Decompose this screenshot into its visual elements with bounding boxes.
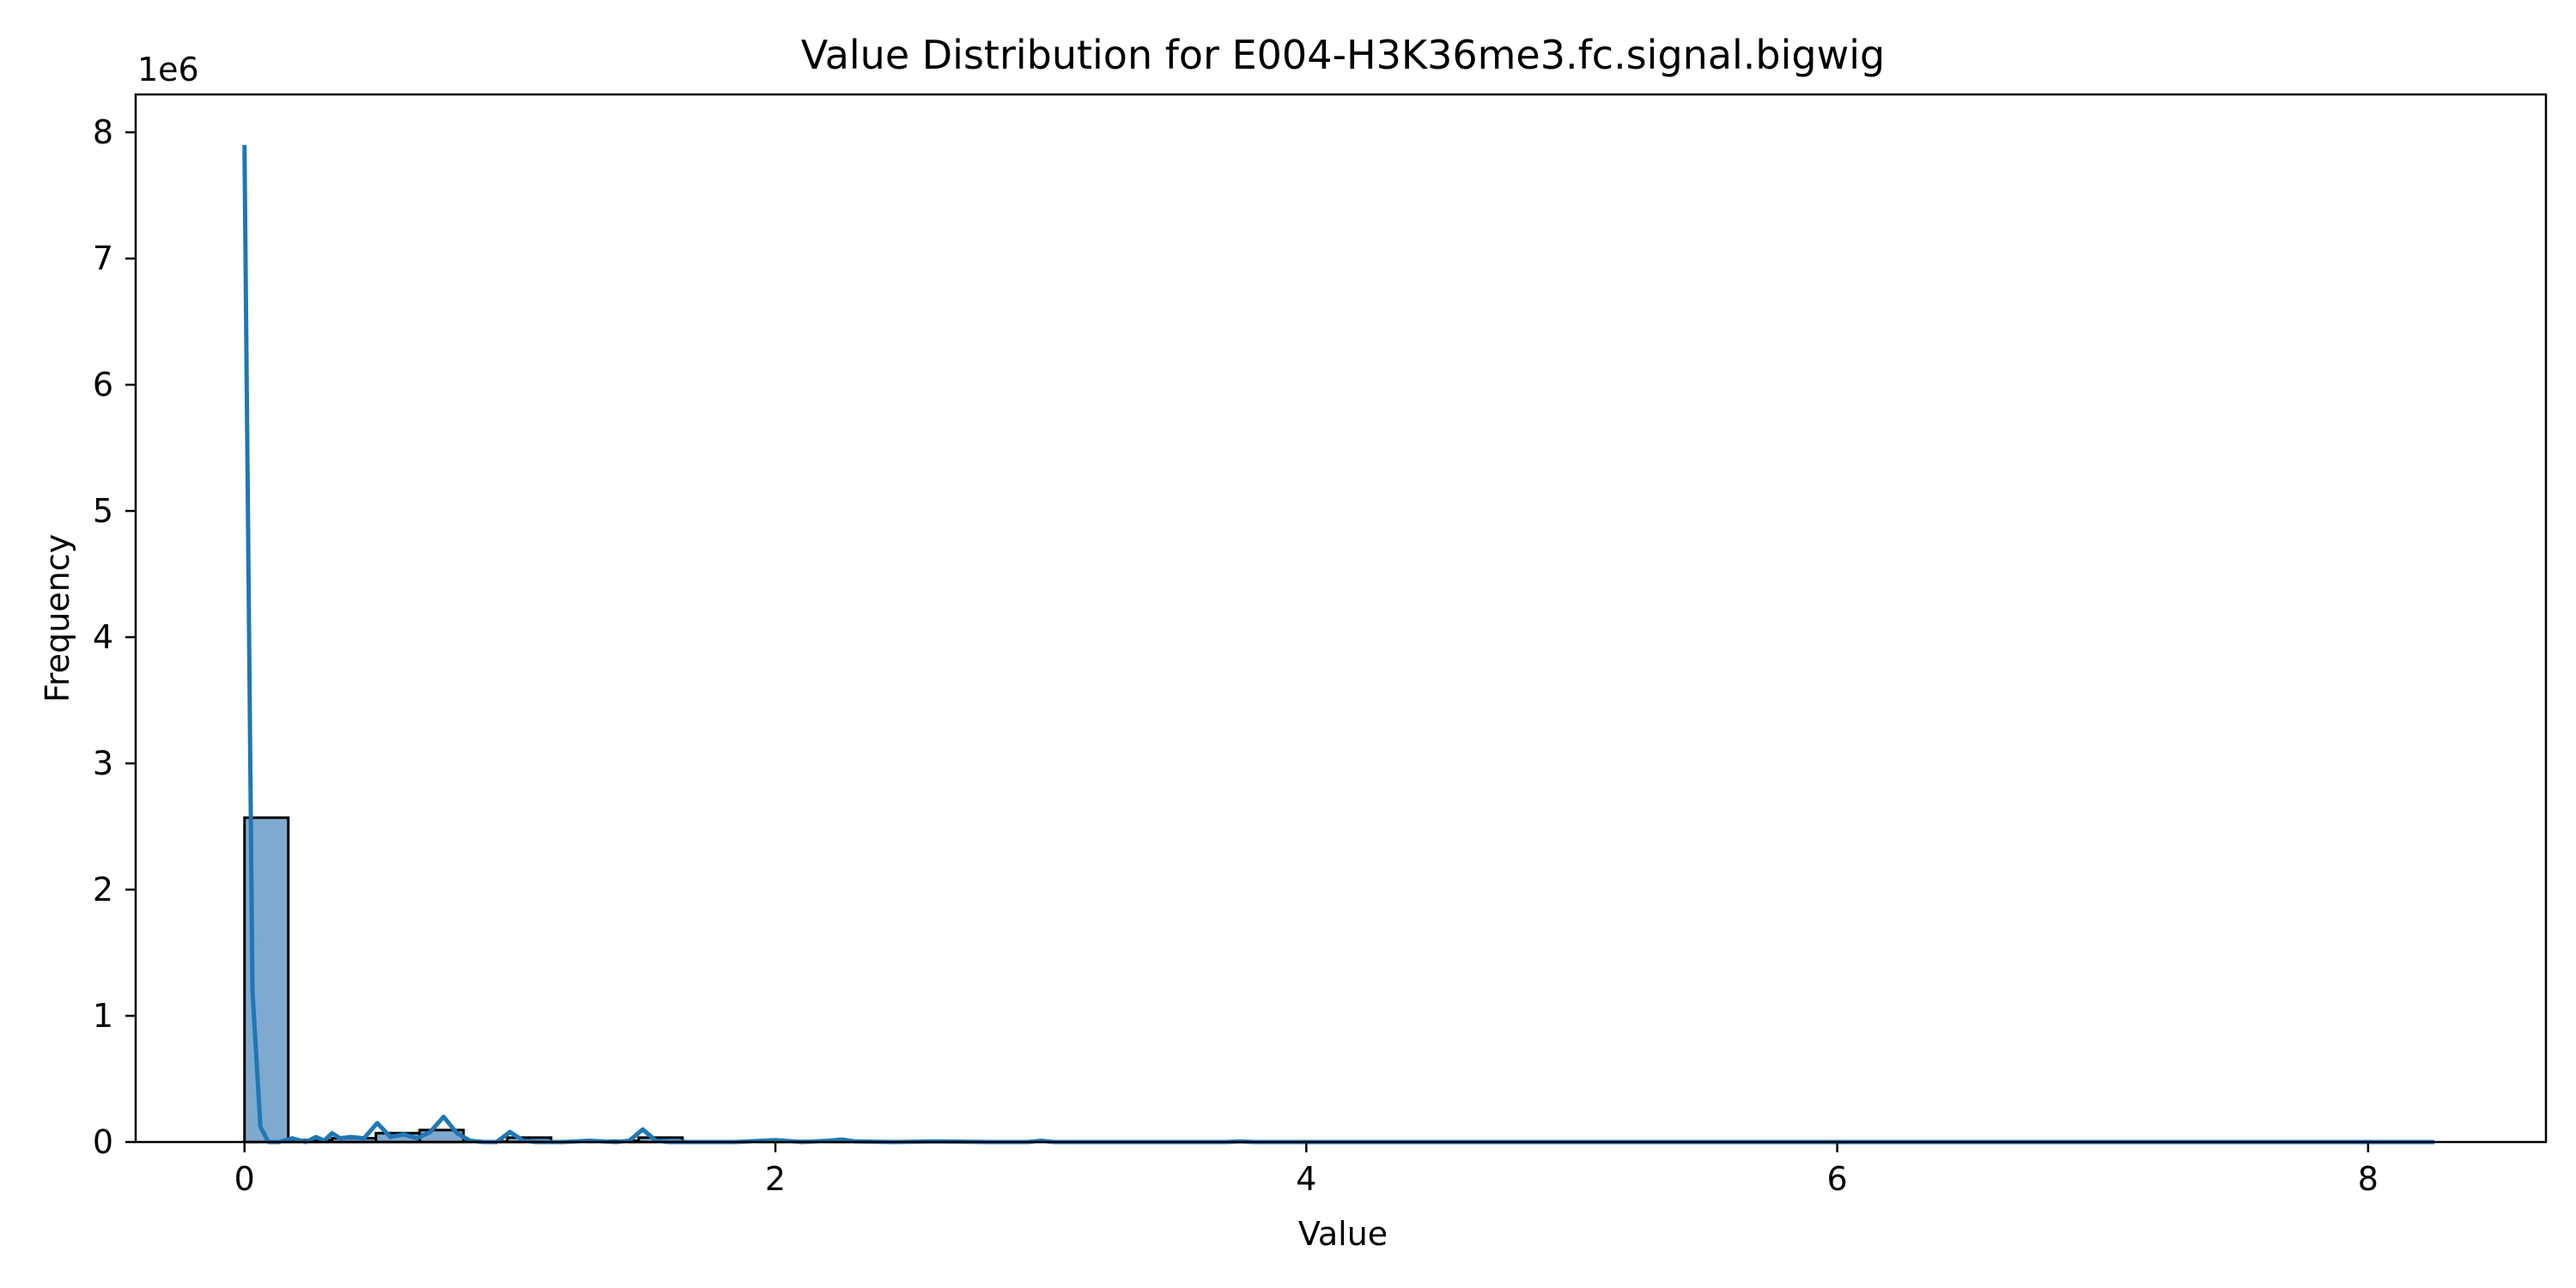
y-axis-offset-label: 1e6 bbox=[137, 51, 199, 88]
x-tick-label: 8 bbox=[2358, 1160, 2379, 1198]
y-axis-ticks: 0 1 2 3 4 5 6 7 8 bbox=[93, 113, 136, 1161]
y-tick-label: 0 bbox=[93, 1123, 113, 1161]
y-tick-label: 4 bbox=[93, 618, 113, 656]
y-tick-label: 7 bbox=[93, 240, 113, 277]
x-tick-label: 4 bbox=[1296, 1160, 1316, 1198]
chart-title: Value Distribution for E004-H3K36me3.fc.… bbox=[801, 32, 1885, 78]
y-tick-label: 5 bbox=[93, 492, 113, 530]
x-axis-ticks: 0 2 4 6 8 bbox=[234, 1142, 2379, 1198]
plot-frame bbox=[134, 93, 2548, 1144]
x-tick-label: 6 bbox=[1826, 1160, 1847, 1198]
y-axis-label: Frequency bbox=[39, 534, 76, 702]
x-tick-label: 0 bbox=[234, 1160, 255, 1198]
y-tick-label: 8 bbox=[93, 113, 113, 151]
y-tick-label: 1 bbox=[93, 997, 113, 1035]
y-tick-label: 6 bbox=[93, 366, 113, 404]
y-tick-label: 2 bbox=[93, 871, 113, 908]
x-tick-label: 2 bbox=[765, 1160, 786, 1198]
x-axis-label: Value bbox=[1298, 1215, 1388, 1253]
y-tick-label: 3 bbox=[93, 744, 113, 782]
